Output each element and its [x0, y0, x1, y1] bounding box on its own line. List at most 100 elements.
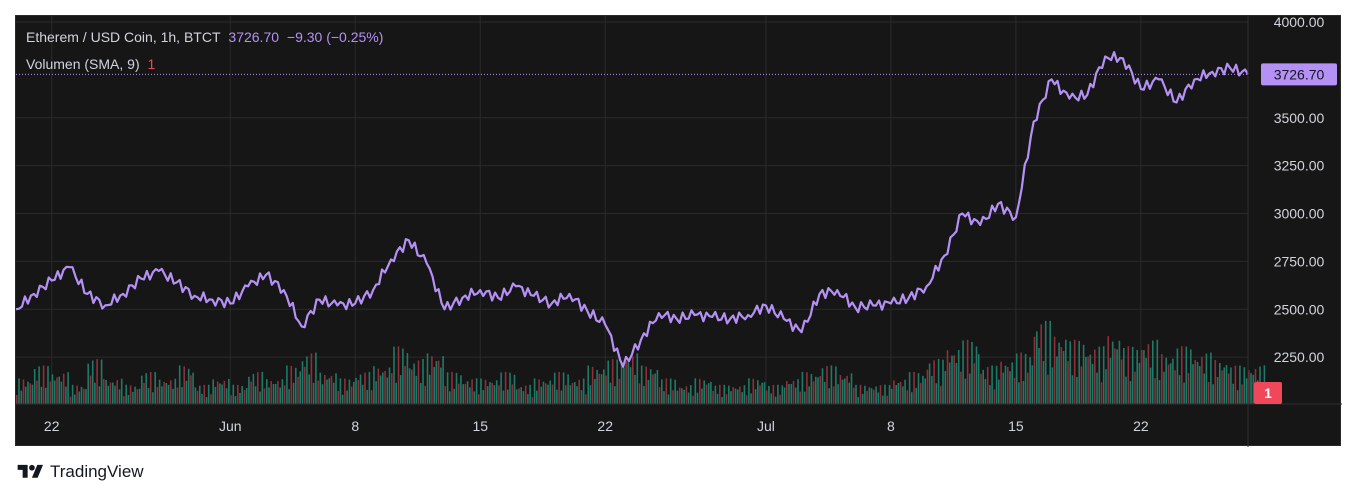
volume-bar [406, 353, 409, 404]
volume-bar [893, 380, 895, 404]
volume-bar [692, 395, 694, 404]
volume-bar [832, 386, 835, 404]
tradingview-brand[interactable]: TradingView [16, 462, 144, 482]
symbol-title[interactable]: Etherem / USD Coin, 1h, BTCT [26, 29, 221, 45]
volume-bar [520, 387, 522, 404]
volume-bar [94, 382, 96, 404]
last-price-tag: 3726.70 [1261, 63, 1337, 86]
volume-bar [297, 376, 299, 404]
volume-bar [890, 388, 893, 404]
volume-bar [67, 372, 69, 404]
volume-bar [1033, 336, 1036, 404]
volume-bar [768, 385, 770, 404]
volume-bar [1147, 344, 1150, 404]
volume-bar [187, 368, 190, 404]
volume-bar [605, 375, 607, 404]
volume-bar [29, 383, 31, 404]
volume-bar [964, 378, 967, 404]
volume-bar [221, 384, 223, 404]
volume-bar [1136, 350, 1138, 404]
volume-bar [299, 371, 301, 404]
volume-indicator-title[interactable]: Volumen (SMA, 9) [26, 56, 140, 72]
volume-bar [103, 378, 105, 404]
volume-bar [100, 359, 103, 404]
volume-bar [819, 376, 822, 404]
volume-bar [1127, 346, 1130, 404]
volume-bar [109, 382, 112, 404]
volume-bar [1013, 377, 1016, 404]
volume-bar [1239, 365, 1241, 404]
volume-bar [1134, 371, 1136, 404]
volume-bar [632, 356, 634, 404]
volume-bar [232, 384, 235, 404]
volume-bar [614, 386, 616, 404]
y-axis[interactable]: 2250.00 2500.00 2750.00 3000.00 3250.00 3500.… [1274, 16, 1325, 365]
volume-bar [638, 383, 641, 404]
volume-bar [136, 389, 139, 404]
volume-bar [319, 372, 322, 404]
volume-bar [857, 397, 859, 404]
volume-bar [116, 380, 118, 404]
volume-indicator-value: 1 [147, 56, 156, 72]
volume-bar [1109, 358, 1112, 404]
volume-bar [399, 375, 402, 404]
volume-bar [1131, 346, 1134, 404]
volume-bar [634, 374, 636, 404]
volume-bar [16, 395, 18, 404]
volume-bar [422, 359, 424, 404]
volume-bars [16, 320, 1266, 404]
volume-bar [194, 387, 197, 404]
volume-bar [451, 371, 453, 404]
volume-bar [1214, 360, 1217, 404]
volume-bar [491, 382, 493, 404]
volume-bar [324, 375, 326, 404]
volume-bar [667, 394, 670, 404]
volume-bar [973, 363, 976, 404]
volume-bar [1044, 320, 1047, 404]
volume-bar [181, 387, 183, 404]
volume-bar [261, 371, 264, 404]
volume-bar [607, 360, 609, 404]
volume-bar [750, 393, 752, 404]
volume-bar [1163, 371, 1165, 404]
volume-bar [250, 381, 252, 404]
volume-bar [308, 374, 310, 404]
volume-bar [957, 350, 960, 404]
volume-bar [924, 378, 926, 404]
volume-bar [1040, 324, 1042, 404]
volume-bar [230, 395, 232, 404]
volume-tag: 1 [1254, 382, 1282, 404]
volume-bar [942, 359, 944, 404]
legend-main[interactable]: Etherem / USD Coin, 1h, BTCT 3726.70 −9.… [26, 29, 387, 45]
volume-bar [1015, 353, 1018, 404]
volume-bar [1022, 381, 1025, 404]
chart-panel[interactable]: 2250.00 2500.00 2750.00 3000.00 3250.00 3500.… [15, 15, 1342, 447]
volume-bar [725, 394, 728, 404]
last-value: 3726.70 [228, 29, 280, 45]
volume-bar [1102, 346, 1105, 404]
volume-bar [647, 379, 650, 404]
volume-bar [815, 376, 817, 404]
x-axis[interactable]: 22 Jun 8 15 22 Jul 8 15 22 [44, 418, 1149, 434]
volume-bar [841, 379, 844, 404]
volume-bar [739, 386, 741, 404]
volume-bar [263, 388, 266, 404]
volume-bar [549, 380, 551, 404]
volume-bar [428, 374, 431, 404]
volume-bar [1118, 340, 1121, 404]
volume-bar [223, 380, 226, 404]
legend-volume[interactable]: Volumen (SMA, 9) 1 [26, 56, 159, 72]
volume-bar [1216, 377, 1219, 404]
volume-bar [1203, 373, 1205, 404]
volume-bar [292, 382, 295, 404]
volume-bar [1169, 363, 1172, 404]
volume-bar [616, 359, 618, 404]
volume-bar [306, 356, 308, 404]
volume-bar [112, 382, 114, 404]
volume-bar [611, 359, 614, 404]
volume-bar [969, 373, 971, 404]
volume-bar [899, 381, 902, 404]
price-chart[interactable]: 2250.00 2500.00 2750.00 3000.00 3250.00 3500.… [16, 16, 1342, 447]
volume-bar [558, 371, 560, 404]
volume-bar [207, 384, 210, 404]
